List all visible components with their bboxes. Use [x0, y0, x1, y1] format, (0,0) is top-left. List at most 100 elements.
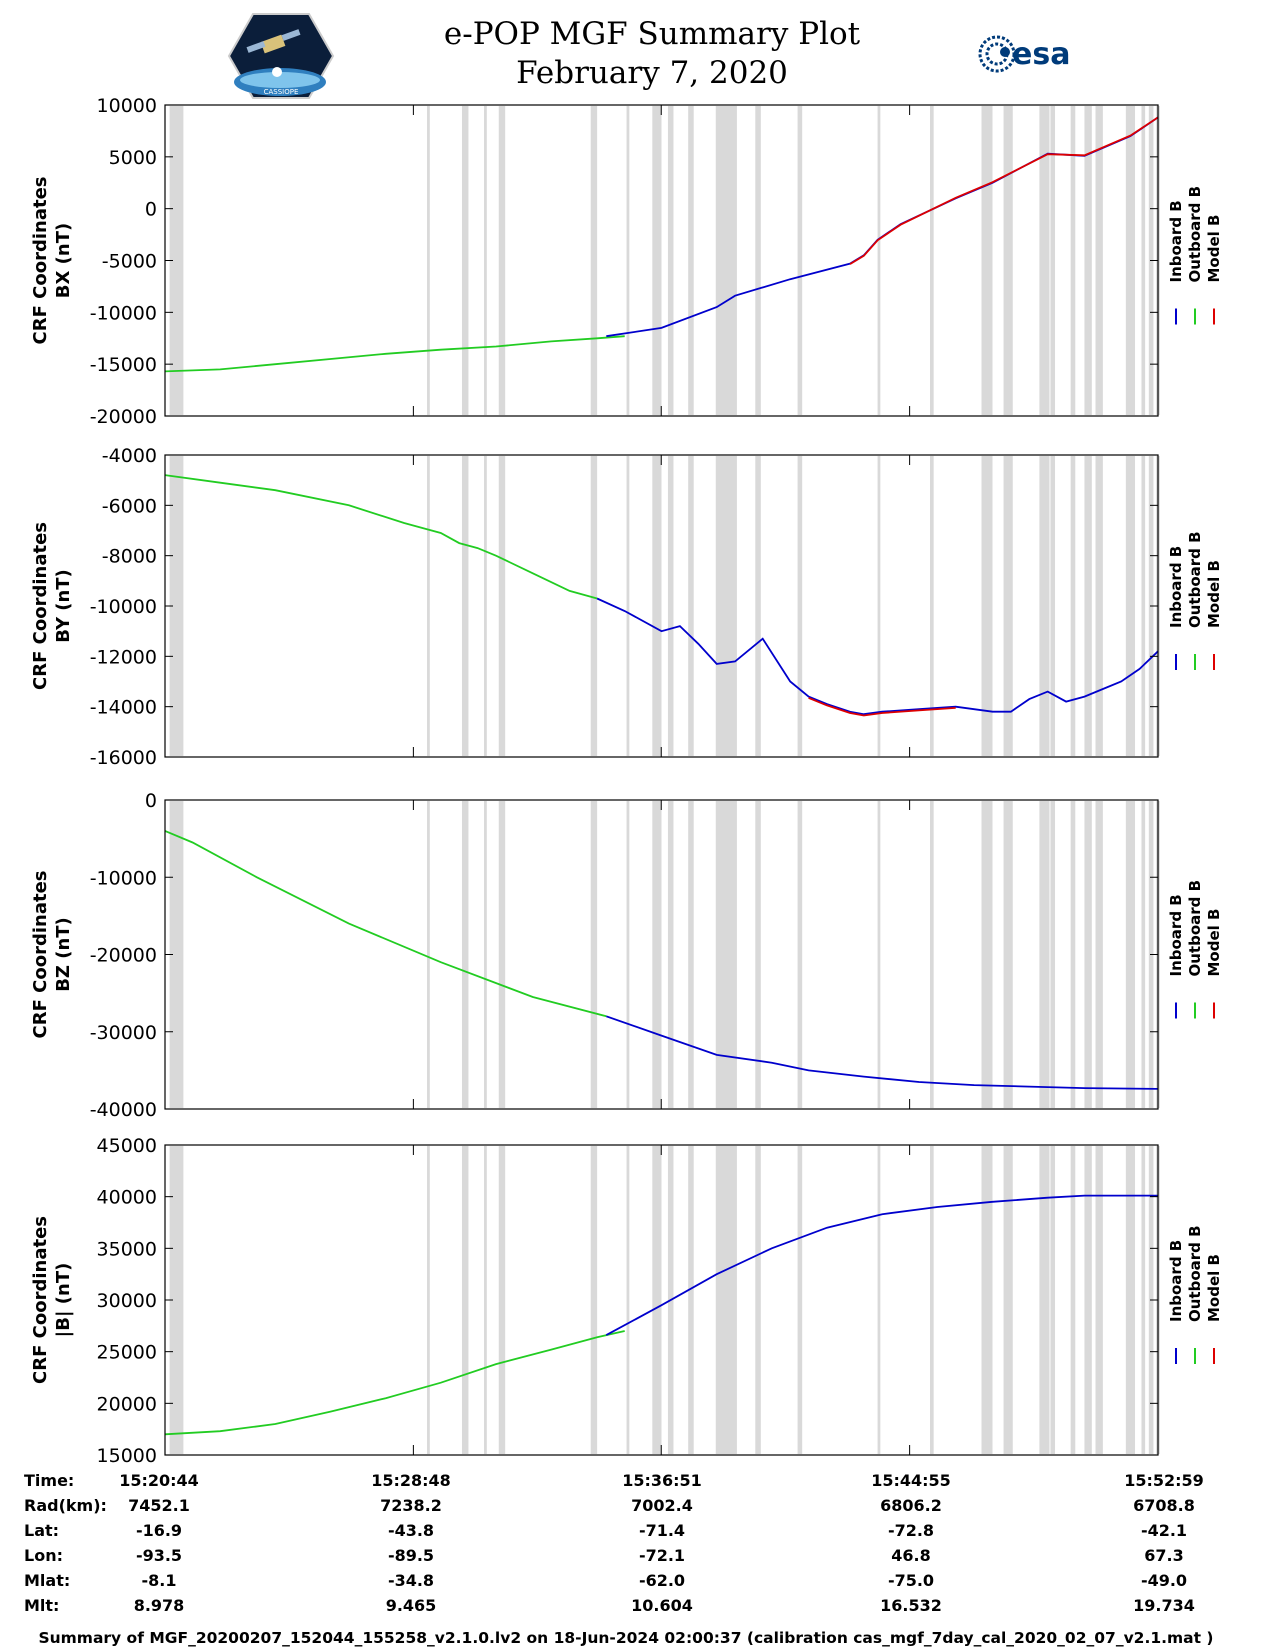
shaded-band	[797, 456, 803, 756]
shaded-band	[1050, 456, 1056, 756]
shaded-band	[1039, 106, 1050, 415]
shaded-band	[626, 1146, 630, 1454]
legend-label: Inboard B	[1167, 200, 1185, 282]
ephemeris-value: 15:44:55	[871, 1471, 951, 1490]
shaded-band	[755, 456, 761, 756]
y-tick-label: -10000	[90, 596, 157, 618]
series-line-outboard-b	[164, 474, 598, 600]
shaded-band	[981, 456, 993, 756]
shaded-band	[688, 801, 694, 1108]
shaded-band	[1141, 106, 1146, 415]
ephemeris-value: 8.978	[134, 1596, 185, 1615]
y-tick-label: -40000	[90, 1099, 157, 1121]
shaded-band	[1070, 1146, 1076, 1454]
shaded-band	[1003, 1146, 1013, 1454]
esa-logo: esa	[978, 35, 1070, 73]
shaded-band	[981, 106, 993, 415]
shaded-band	[590, 1146, 598, 1454]
shaded-band	[1125, 1146, 1136, 1454]
ephemeris-value: 15:36:51	[622, 1471, 702, 1490]
ephemeris-value: 7452.1	[128, 1496, 190, 1515]
y-tick-label: -16000	[90, 747, 157, 769]
y-tick-label: -15000	[90, 354, 157, 376]
y-axis-label: CRF Coordinates	[30, 1216, 51, 1384]
shaded-band	[877, 456, 881, 756]
shaded-band	[929, 106, 934, 415]
shaded-band	[1084, 1146, 1092, 1454]
y-tick-label: -5000	[102, 251, 157, 273]
shaded-band	[652, 1146, 662, 1454]
ephemeris-value: 16.532	[880, 1596, 942, 1615]
shaded-band	[169, 1146, 184, 1454]
y-tick-label: 20000	[97, 1393, 157, 1415]
shaded-band	[715, 1146, 737, 1454]
ephemeris-value: 6806.2	[880, 1496, 942, 1515]
shaded-band	[461, 106, 469, 415]
y-tick-label: -10000	[90, 867, 157, 889]
series-line-model-b	[808, 697, 956, 717]
series-line-outboard-b	[164, 1330, 625, 1436]
shaded-band	[1125, 456, 1136, 756]
legend-label: Inboard B	[1167, 1240, 1185, 1322]
panels: -20000 -15000 -10000 -5000 0 5000 10000 CRF Coo…	[30, 95, 1223, 1467]
y-tick-label: 5000	[109, 147, 157, 169]
ephemeris-value: -43.8	[388, 1521, 434, 1540]
shaded-band	[169, 456, 184, 756]
shaded-band	[688, 106, 694, 415]
shaded-band	[498, 801, 506, 1108]
cassiope-logo-text: CASSIOPE	[264, 88, 299, 96]
shaded-band	[667, 106, 674, 415]
series-line-inboard-b	[596, 597, 1159, 716]
shading-bands	[169, 456, 1160, 756]
y-tick-label: -10000	[90, 302, 157, 324]
y-axis-label: BX (nT)	[53, 223, 74, 298]
shaded-band	[484, 1146, 487, 1454]
shaded-band	[1039, 1146, 1050, 1454]
y-tick-label: -14000	[90, 697, 157, 719]
legend-label: Outboard B	[1186, 880, 1204, 977]
series-line-inboard-b	[606, 1015, 1159, 1090]
ephemeris-value: 15:52:59	[1124, 1471, 1204, 1490]
footer-caption: Summary of MGF_20200207_152044_155258_v2…	[38, 1629, 1213, 1647]
ephemeris-value: -89.5	[388, 1546, 434, 1565]
shaded-band	[877, 801, 881, 1108]
ephemeris-column: 15:44:55 6806.2 -72.8 46.8 -75.0 16.532	[871, 1471, 951, 1615]
shaded-band	[1003, 106, 1013, 415]
ephemeris-value: 15:28:48	[371, 1471, 451, 1490]
ephemeris-value: 15:20:44	[119, 1471, 199, 1490]
panel-bmag: 15000 20000 25000 30000 35000 40000 45000 CRF C…	[30, 1135, 1223, 1467]
shaded-band	[498, 106, 506, 415]
shaded-band	[797, 801, 803, 1108]
shaded-band	[1070, 801, 1076, 1108]
shading-bands	[169, 801, 1160, 1108]
shaded-band	[929, 456, 934, 756]
shaded-band	[1070, 456, 1076, 756]
shaded-band	[755, 1146, 761, 1454]
shaded-band	[484, 456, 487, 756]
cassiope-logo: CASSIOPE	[227, 13, 335, 99]
ephemeris-value: -72.1	[639, 1546, 685, 1565]
shaded-band	[1039, 456, 1050, 756]
shaded-band	[667, 801, 674, 1108]
shaded-band	[1070, 106, 1076, 415]
legend: Inboard B Outboard B Model B	[1167, 186, 1223, 325]
y-tick-label: -8000	[102, 546, 157, 568]
y-tick-label: -6000	[102, 495, 157, 517]
y-tick-label: 35000	[97, 1238, 157, 1260]
shaded-band	[427, 106, 430, 415]
shaded-band	[626, 456, 630, 756]
shaded-band	[626, 106, 630, 415]
shaded-band	[1003, 456, 1013, 756]
shaded-band	[1084, 106, 1092, 415]
y-tick-label: -20000	[90, 406, 157, 428]
ephem-label-lat: Lat:	[24, 1521, 59, 1540]
y-axis-label: BY (nT)	[53, 569, 74, 643]
y-tick-label: -20000	[90, 945, 157, 967]
shaded-band	[1084, 456, 1092, 756]
shaded-band	[652, 801, 662, 1108]
ephemeris-value: -49.0	[1141, 1571, 1187, 1590]
legend-label: Model B	[1205, 215, 1223, 283]
series-line-inboard-b	[605, 1194, 1158, 1336]
y-tick-label: 0	[145, 199, 157, 221]
y-tick-label: -30000	[90, 1022, 157, 1044]
